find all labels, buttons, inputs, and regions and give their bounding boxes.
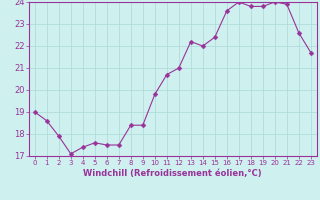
X-axis label: Windchill (Refroidissement éolien,°C): Windchill (Refroidissement éolien,°C) <box>84 169 262 178</box>
